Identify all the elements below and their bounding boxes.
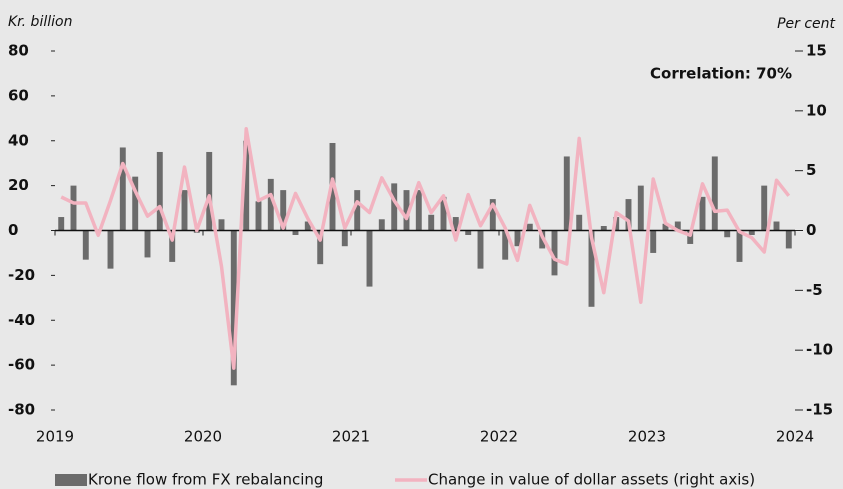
- bar: [58, 217, 65, 231]
- y2-tick-label: -5: [806, 281, 823, 299]
- y-tick-label: 20: [8, 176, 29, 194]
- bar: [280, 190, 287, 231]
- y-tick-label: -80: [8, 401, 35, 419]
- y-axis-label: Kr. billion: [8, 14, 72, 30]
- y-tick-label: 60: [8, 86, 29, 104]
- bar: [119, 147, 126, 231]
- bar: [576, 214, 583, 231]
- y-tick-label: -60: [8, 356, 35, 374]
- y2-axis-label: Per cent: [777, 16, 835, 32]
- bar: [107, 230, 114, 269]
- y2-tick-label: -15: [806, 401, 833, 419]
- y-tick-label: -40: [8, 311, 35, 329]
- bar: [502, 230, 509, 260]
- y-tick-label: 0: [8, 221, 18, 239]
- line: [60, 127, 791, 370]
- bar: [317, 230, 324, 265]
- bar: [761, 185, 768, 231]
- annotation: Correlation: 70%: [650, 65, 792, 83]
- y2-tick-label: 10: [806, 101, 827, 119]
- bar: [304, 221, 311, 231]
- bar: [218, 219, 225, 231]
- legend-swatch: [55, 474, 87, 486]
- bar: [674, 221, 681, 231]
- bar: [625, 199, 632, 231]
- bar: [489, 199, 496, 231]
- bar: [465, 230, 472, 235]
- bar: [243, 140, 250, 231]
- bar: [477, 230, 484, 269]
- y2-tick-label: -10: [806, 341, 833, 359]
- bar: [514, 230, 521, 247]
- y-tick-label: -20: [8, 266, 35, 284]
- bar: [144, 230, 151, 258]
- bar: [711, 156, 718, 231]
- x-tick-label: 2024: [776, 428, 814, 446]
- bar: [292, 230, 299, 235]
- x-tick-label: 2021: [332, 428, 370, 446]
- y2-tick-label: 15: [806, 42, 827, 60]
- bar: [526, 223, 533, 231]
- bar: [206, 151, 213, 231]
- bar: [440, 196, 447, 231]
- bar: [169, 230, 176, 262]
- bar: [82, 230, 89, 260]
- bar: [354, 190, 361, 231]
- bar: [452, 217, 459, 231]
- bar: [600, 226, 607, 231]
- bar: [773, 221, 780, 231]
- bar: [181, 190, 188, 231]
- legend-label: Change in value of dollar assets (right …: [428, 471, 755, 489]
- bar: [736, 230, 743, 262]
- y-tick-label: 40: [8, 131, 29, 149]
- bar: [662, 223, 669, 231]
- bar: [230, 230, 237, 386]
- bar: [132, 176, 139, 231]
- bar: [563, 156, 570, 231]
- bar: [687, 230, 694, 244]
- bar: [637, 185, 644, 231]
- bar: [699, 196, 706, 231]
- x-tick-label: 2019: [36, 428, 74, 446]
- bar: [255, 201, 262, 231]
- bar: [650, 230, 657, 253]
- x-tick-label: 2023: [628, 428, 666, 446]
- y2-tick-label: 5: [806, 161, 816, 179]
- legend-label: Krone flow from FX rebalancing: [88, 471, 323, 489]
- bar: [785, 230, 792, 249]
- bar: [403, 190, 410, 231]
- x-tick-label: 2020: [184, 428, 222, 446]
- x-tick-label: 2022: [480, 428, 518, 446]
- bar: [551, 230, 558, 276]
- bar: [366, 230, 373, 287]
- bar: [378, 219, 385, 231]
- bar: [415, 190, 422, 231]
- bar: [391, 183, 398, 231]
- bar: [748, 230, 755, 235]
- y2-tick-label: 0: [806, 221, 816, 239]
- bar: [341, 230, 348, 247]
- bar: [267, 178, 274, 231]
- bar: [70, 185, 77, 231]
- bar: [156, 151, 163, 231]
- y-tick-label: 80: [8, 42, 29, 60]
- bar: [724, 230, 731, 238]
- bar: [588, 230, 595, 307]
- bar: [428, 214, 435, 231]
